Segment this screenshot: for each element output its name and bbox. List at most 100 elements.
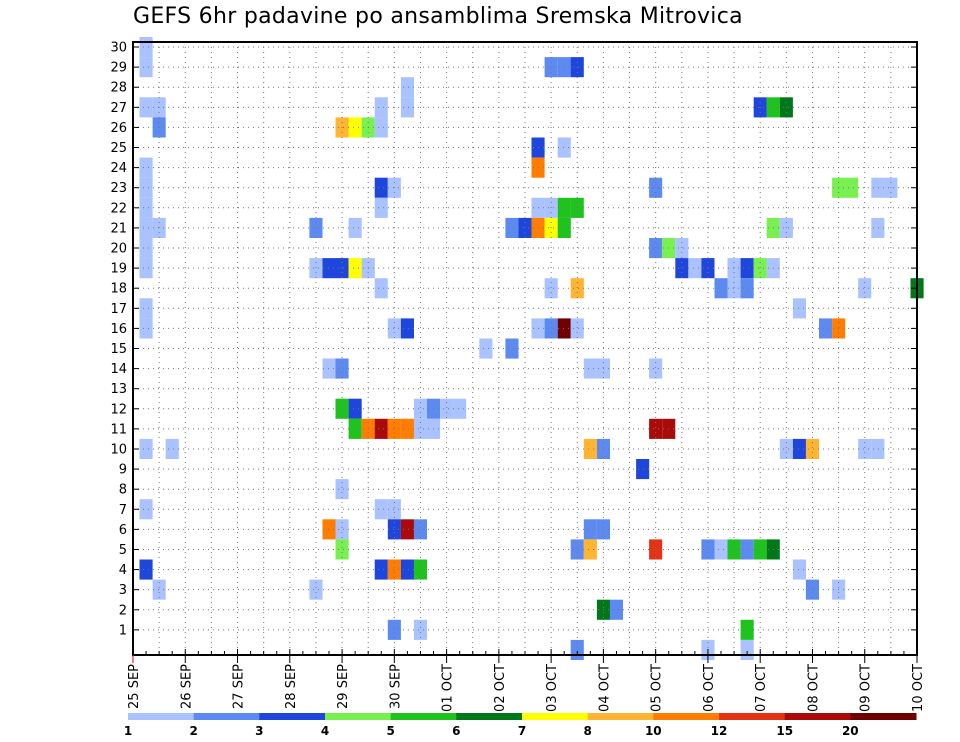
- cells-layer: [139, 37, 924, 660]
- y-tick-label: 21: [110, 221, 127, 236]
- y-tick-label: 25: [110, 141, 127, 156]
- legend-label: 7: [518, 724, 526, 738]
- heatmap-cell: [557, 217, 571, 238]
- heatmap-cell: [335, 258, 349, 279]
- y-tick-label: 3: [119, 583, 127, 598]
- heatmap-cell: [387, 418, 401, 439]
- heatmap-cell: [387, 318, 401, 339]
- heatmap-cell: [792, 298, 806, 319]
- heatmap-cell: [335, 479, 349, 500]
- legend-label: 5: [387, 724, 395, 738]
- heatmap-cell: [322, 519, 336, 540]
- heatmap-cell: [387, 559, 401, 580]
- heatmap-cell: [400, 97, 414, 118]
- y-tick-label: 13: [110, 382, 127, 397]
- heatmap-cell: [649, 418, 663, 439]
- heatmap-cell: [139, 37, 153, 58]
- heatmap-cell: [701, 539, 715, 560]
- heatmap-cell: [139, 438, 153, 459]
- x-tick-label: 03 OCT: [545, 664, 560, 712]
- y-tick-label: 12: [110, 402, 127, 417]
- x-tick-label: 05 OCT: [650, 664, 665, 712]
- heatmap-cell: [858, 438, 872, 459]
- y-tick-label: 29: [110, 61, 127, 76]
- y-tick-label: 20: [110, 242, 127, 257]
- heatmap-cell: [714, 539, 728, 560]
- heatmap-cell: [335, 519, 349, 540]
- y-tick-label: 8: [119, 483, 127, 498]
- legend-label: 15: [776, 724, 793, 738]
- heatmap-cell: [440, 398, 454, 419]
- x-tick-label: 07 OCT: [754, 664, 769, 712]
- x-tick-label: 01 OCT: [441, 664, 456, 712]
- y-tick-label: 9: [119, 463, 127, 478]
- heatmap-cell: [675, 258, 689, 279]
- legend-swatch: [259, 713, 326, 720]
- x-tick-label: 27 SEP: [232, 664, 247, 709]
- x-tick-label: 09 OCT: [859, 664, 874, 712]
- x-tick-label: 08 OCT: [807, 664, 822, 712]
- heatmap-cell: [727, 539, 741, 560]
- heatmap-cell: [374, 278, 388, 299]
- heatmap-cell: [649, 358, 663, 379]
- heatmap-cell: [400, 77, 414, 98]
- heatmap-cell: [505, 338, 519, 359]
- heatmap-cell: [374, 499, 388, 520]
- heatmap-cell: [400, 418, 414, 439]
- heatmap-cell: [871, 438, 885, 459]
- heatmap-cell: [387, 519, 401, 540]
- heatmap-cell: [322, 358, 336, 379]
- legend-swatch: [128, 713, 195, 720]
- heatmap-cell: [740, 278, 754, 299]
- heatmap-cell: [139, 298, 153, 319]
- y-tick-label: 30: [110, 41, 127, 56]
- heatmap-cell: [139, 258, 153, 279]
- legend-label: 1: [124, 724, 132, 738]
- x-tick-label: 26 SEP: [179, 664, 194, 709]
- heatmap-cell: [779, 438, 793, 459]
- x-tick-label: 04 OCT: [597, 664, 612, 712]
- x-tick-label: 06 OCT: [702, 664, 717, 712]
- y-tick-label: 1: [119, 623, 127, 638]
- heatmap-cell: [505, 217, 519, 238]
- heatmap-cell: [348, 398, 362, 419]
- color-legend: 1 2 3 4 5 6 7 8 10 12 15 20: [124, 713, 917, 738]
- heatmap-cell: [374, 559, 388, 580]
- legend-label: 20: [842, 724, 859, 738]
- heatmap-cell: [740, 619, 754, 640]
- legend-swatch: [784, 713, 851, 720]
- heatmap-cell: [139, 157, 153, 178]
- y-tick-label: 14: [110, 362, 127, 377]
- y-tick-label: 24: [110, 161, 127, 176]
- heatmap-cell: [871, 217, 885, 238]
- x-tick-label: 10 OCT: [911, 664, 926, 712]
- y-tick-label: 2: [119, 603, 127, 618]
- legend-swatch: [193, 713, 260, 720]
- heatmap-cell: [805, 438, 819, 459]
- y-tick-label: 11: [110, 422, 127, 437]
- heatmap-cell: [400, 559, 414, 580]
- heatmap-cell: [413, 398, 427, 419]
- x-axis: 25 SEP 26 SEP 27 SEP 28 SEP 29 SEP 30 SEP 01 O…: [127, 649, 926, 712]
- heatmap-cell: [583, 358, 597, 379]
- heatmap-cell: [400, 318, 414, 339]
- heatmap-cell: [453, 398, 467, 419]
- y-tick-label: 28: [110, 81, 127, 96]
- legend-label: 2: [190, 724, 198, 738]
- x-tick-label: 28 SEP: [284, 664, 299, 709]
- y-tick-label: 17: [110, 302, 127, 317]
- heatmap-cell: [557, 57, 571, 78]
- heatmap-cell: [570, 278, 584, 299]
- heatmap-cell: [727, 258, 741, 279]
- legend-label: 12: [711, 724, 728, 738]
- y-tick-label: 5: [119, 543, 127, 558]
- legend-swatch: [850, 713, 917, 720]
- heatmap-cell: [413, 519, 427, 540]
- x-tick-label: 29 SEP: [336, 664, 351, 709]
- grid-layer: [133, 42, 917, 655]
- y-axis: 1234567891011121314151617181920212223242…: [110, 41, 917, 638]
- legend-swatch: [325, 713, 392, 720]
- legend-label: 8: [584, 724, 592, 738]
- heatmap-cell: [544, 278, 558, 299]
- heatmap-cell: [139, 318, 153, 339]
